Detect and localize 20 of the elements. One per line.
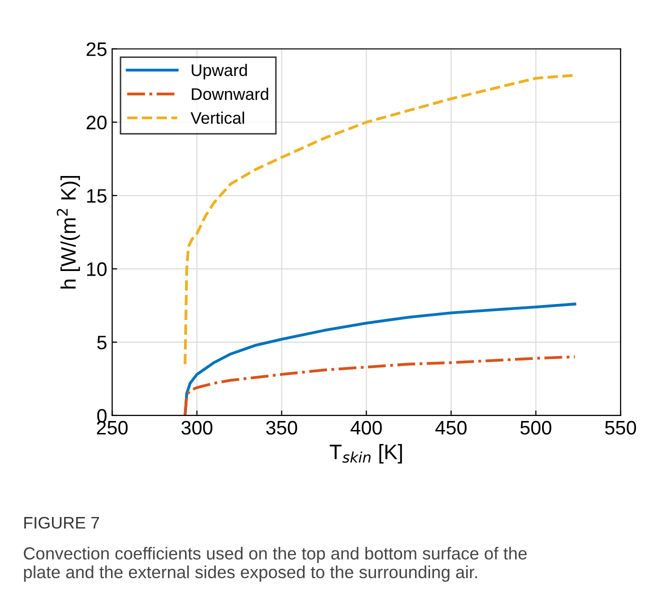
y-tick-label: 5: [97, 336, 106, 350]
legend-label: Upward: [192, 64, 247, 80]
legend-label: Downward: [192, 88, 268, 100]
legend-label: Vertical: [190, 112, 244, 124]
x-tick-label: 300: [181, 420, 212, 435]
y-tick-label: 15: [87, 189, 106, 203]
x-tick-label: 250: [96, 420, 128, 435]
x-tick-label: 350: [266, 420, 298, 435]
x-axis-title: T$_{skin}$ [K]: [330, 444, 402, 464]
x-tick-label: 450: [435, 420, 467, 435]
text: Convection coefficients used on the top and bottom surface of the plate and the external sides exposed to the surrounding air.: [24, 546, 527, 582]
y-tick-label: 20: [86, 116, 107, 130]
line-series: [184, 355, 576, 416]
y-tick-label: 10: [87, 262, 107, 276]
x-tick-label: 400: [350, 420, 382, 435]
x-tick-label: 550: [605, 420, 636, 435]
y-axis-title: h [W/(m$^{2}$ K)]: [56, 176, 80, 288]
x-tick-label: 500: [520, 420, 552, 435]
y-tick-label: 25: [86, 42, 106, 56]
caption: FIGURE 7: [24, 516, 99, 529]
